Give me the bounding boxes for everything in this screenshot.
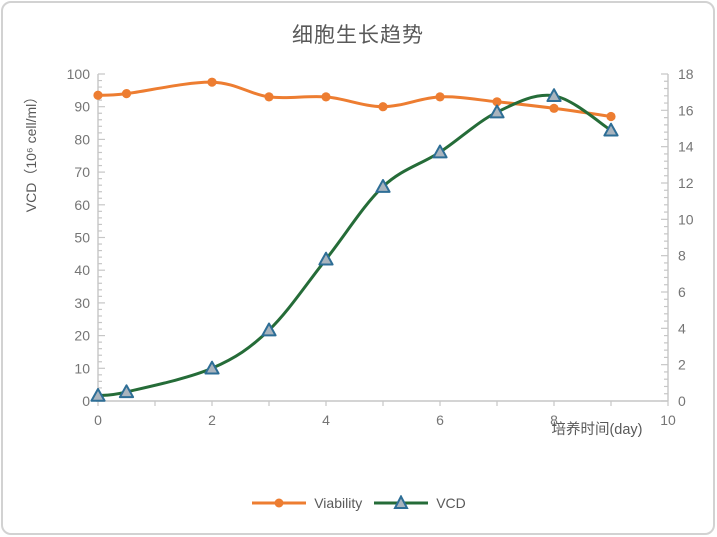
x-tick-label: 2	[208, 412, 216, 428]
viability-point	[93, 90, 103, 100]
y-right-tick-label: 6	[678, 284, 686, 300]
y-left-tick-label: 10	[74, 360, 90, 376]
y-right-tick-label: 2	[678, 357, 686, 373]
legend-label-vcd: VCD	[436, 495, 466, 511]
vcd-point	[432, 144, 448, 159]
y-left-tick-label: 50	[74, 230, 90, 246]
y-left-tick-label: 40	[74, 262, 90, 278]
viability-legend-swatch	[252, 498, 307, 508]
vcd-point	[204, 360, 220, 375]
y-right-tick-label: 0	[678, 393, 686, 409]
y-right-tick-label: 14	[678, 139, 694, 155]
x-axis-title: 培养时间(day)	[551, 421, 642, 438]
vcd-point	[603, 122, 619, 137]
y-left-tick-label: 60	[74, 197, 90, 213]
y-left-tick-label: 70	[74, 164, 90, 180]
viability-point	[121, 89, 132, 99]
viability-point	[207, 77, 217, 87]
viability-point	[492, 97, 502, 107]
y-left-tick-label: 80	[74, 131, 90, 147]
y-right-tick-label: 18	[678, 66, 694, 82]
y-left-tick-label: 30	[74, 295, 90, 311]
viability-line	[96, 80, 613, 118]
legend: Viability VCD	[3, 495, 713, 511]
circle-marker-icon	[274, 498, 284, 508]
viability-point	[378, 102, 388, 112]
y-left-tick-label: 90	[74, 99, 90, 115]
x-tick-label: 10	[660, 412, 676, 428]
y-right-tick-label: 12	[678, 175, 694, 191]
vcd-point	[489, 104, 505, 119]
legend-item-vcd: VCD	[372, 495, 466, 511]
vcd-point	[90, 387, 106, 402]
chart-title: 细胞生长趋势	[292, 24, 424, 47]
vcd-point	[546, 88, 562, 102]
x-tick-label: 0	[94, 412, 102, 428]
vcd-point	[318, 251, 334, 266]
x-tick-label: 6	[436, 412, 444, 428]
vcd-point	[261, 322, 277, 337]
triangle-marker-icon	[393, 495, 409, 509]
x-tick-label: 4	[322, 412, 330, 428]
vcd-line	[96, 93, 613, 398]
y-right-tick-label: 4	[678, 320, 686, 336]
viability-point	[606, 111, 616, 122]
viability-point	[321, 92, 331, 102]
legend-item-viability: Viability	[250, 495, 362, 511]
y-axis-title: VCD（10⁶ cell/ml）	[23, 90, 39, 212]
viability-point	[435, 92, 445, 102]
y-left-tick-label: 0	[82, 393, 90, 409]
y-right-tick-label: 8	[678, 248, 686, 264]
vcd-point	[375, 179, 391, 193]
y-left-tick-label: 20	[74, 328, 90, 344]
x-tick-label: 8	[550, 412, 558, 428]
y-left-tick-label: 100	[67, 66, 91, 82]
viability-point	[264, 92, 274, 102]
legend-label-viability: Viability	[314, 495, 363, 511]
vcd-legend-swatch	[374, 495, 429, 509]
y-right-tick-label: 16	[678, 102, 694, 118]
y-right-tick-label: 10	[678, 211, 694, 227]
viability-point	[549, 103, 559, 113]
vcd-point	[118, 384, 135, 399]
